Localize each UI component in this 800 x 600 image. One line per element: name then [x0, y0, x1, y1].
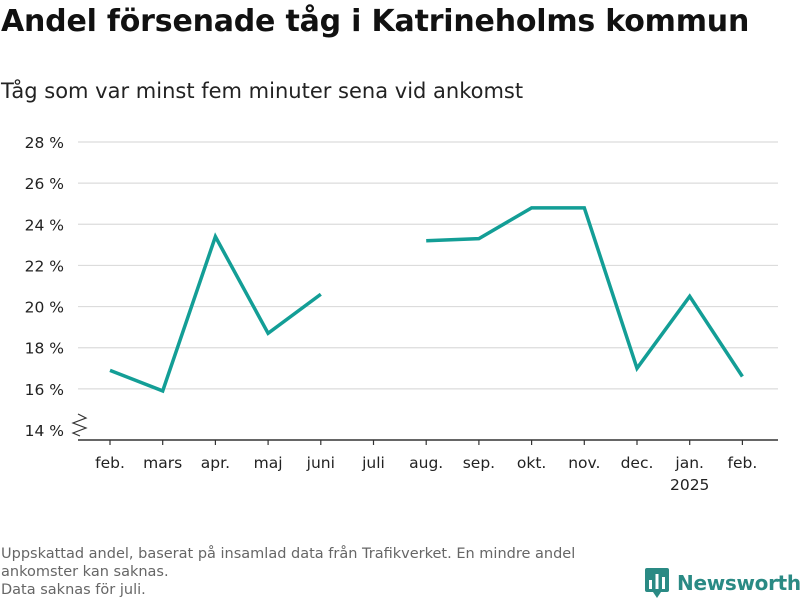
y-tick-label: 22 % — [25, 257, 64, 275]
y-tick-label: 28 % — [25, 134, 64, 152]
x-tick-label: juni — [306, 454, 335, 472]
y-tick-label: 16 % — [25, 381, 64, 399]
brand-logo: Newsworthy — [645, 568, 800, 598]
footnote: Uppskattad andel, baserat på insamlad da… — [1, 545, 641, 599]
chart-title: Andel försenade tåg i Katrineholms kommu… — [1, 4, 750, 39]
footnote-line: Uppskattad andel, baserat på insamlad da… — [1, 546, 576, 562]
footnote-line: Data saknas för juli. — [1, 582, 146, 598]
x-tick-label: jan. — [674, 454, 704, 472]
x-tick-label: feb. — [95, 454, 125, 472]
axis-break-icon — [71, 413, 88, 437]
brand-name: Newsworthy — [677, 571, 800, 595]
x-tick-label: feb. — [728, 454, 758, 472]
newsworthy-logo-icon — [645, 568, 669, 598]
x-tick-label: maj — [254, 454, 283, 472]
x-axis — [71, 413, 778, 445]
x-tick-label: okt. — [517, 454, 546, 472]
x-tick-label: dec. — [621, 454, 654, 472]
gridlines — [78, 141, 778, 390]
x-tick-label: apr. — [201, 454, 230, 472]
x-axis-labels: feb. mars apr. maj juni juli aug. sep. okt. nov. d… — [95, 454, 757, 494]
x-tick-label: sep. — [463, 454, 495, 472]
footnote-line: ankomster kan saknas. — [1, 564, 169, 580]
x-tick-label: nov. — [568, 454, 600, 472]
x-tick-label: aug. — [409, 454, 443, 472]
series-lines — [109, 206, 744, 394]
y-tick-label: 24 % — [25, 216, 64, 234]
series-line — [109, 232, 322, 394]
x-tick-label: mars — [143, 454, 182, 472]
y-tick-label: 26 % — [25, 175, 64, 193]
chart-subtitle: Tåg som var minst fem minuter sena vid a… — [1, 79, 524, 103]
y-tick-label: 18 % — [25, 340, 64, 358]
x-tick-label: juli — [361, 454, 385, 472]
series-line — [426, 206, 744, 378]
x-year-label: 2025 — [670, 476, 709, 494]
line-chart: 14 % 16 % 18 % 20 % 22 % 24 % 26 % 28 % feb. mar… — [25, 134, 778, 494]
y-tick-label: 14 % — [25, 422, 64, 440]
y-tick-label: 20 % — [25, 299, 64, 317]
y-axis-labels: 14 % 16 % 18 % 20 % 22 % 24 % 26 % 28 % — [25, 134, 64, 440]
